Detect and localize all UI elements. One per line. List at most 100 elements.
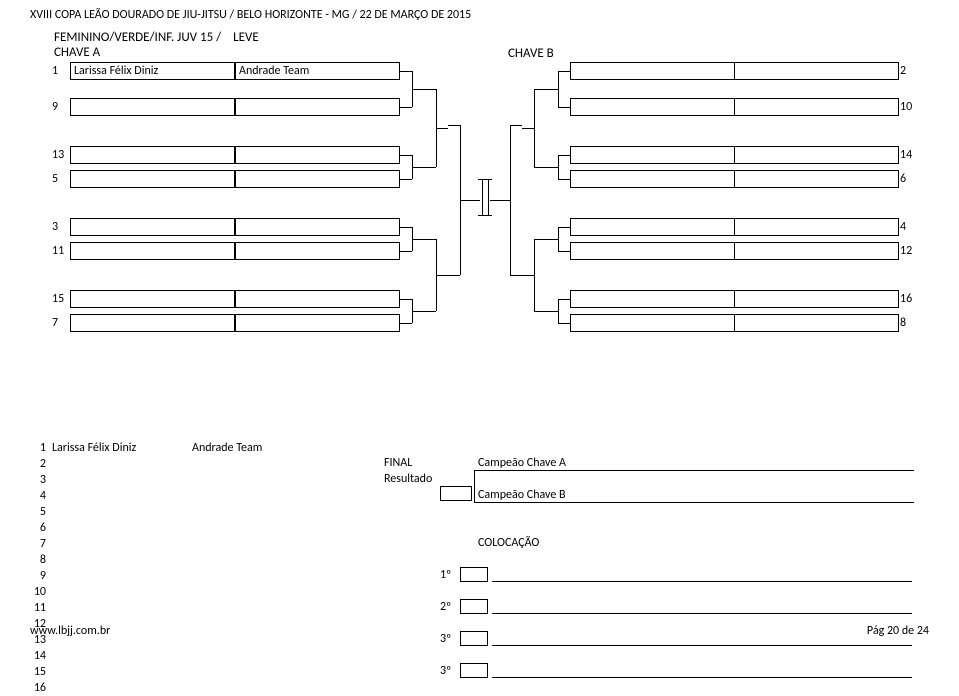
- place-label-0: 1º: [440, 568, 451, 582]
- results-area: 1 Larissa Félix DinizAndrade Team 2 3 4 5 6 7 8 9…: [30, 440, 930, 696]
- campeao-b-label: Campeão Chave B: [478, 488, 566, 502]
- colocacao-label: COLOCAÇÃO: [478, 536, 539, 550]
- place-box-3: [460, 663, 488, 678]
- bracket: 1 9 13 5 3 11 15 7 Larissa Félix DinizAndrade Te…: [30, 62, 930, 442]
- result-row-5: 5: [30, 504, 930, 520]
- place-box-2: [460, 631, 488, 646]
- page-title: XVIII COPA LEÃO DOURADO DE JIU-JITSU / B…: [30, 8, 929, 22]
- right-name-box-4: [570, 218, 735, 236]
- result-row-3: 3: [30, 472, 930, 488]
- left-name-box-7: [70, 314, 235, 332]
- left-team-box-7: [235, 314, 400, 332]
- left-seed-13: 13: [52, 148, 64, 162]
- right-name-box-14: [570, 146, 735, 164]
- result-num-15: 15: [30, 665, 46, 679]
- right-team-box-8: [734, 314, 899, 332]
- entrant-team: Andrade Team: [235, 62, 400, 80]
- camp-vline: [474, 470, 475, 502]
- result-name: Larissa Félix Diniz: [52, 441, 192, 455]
- left-team-box-5: [235, 170, 400, 188]
- result-num-10: 10: [30, 585, 46, 599]
- result-team: Andrade Team: [192, 441, 342, 455]
- left-name-box-11: [70, 242, 235, 260]
- left-name-box-15: [70, 290, 235, 308]
- result-row-10: 10: [30, 584, 930, 600]
- camp-b-under: [574, 502, 914, 503]
- right-seed-2: 2: [900, 64, 906, 78]
- right-name-box-8: [570, 314, 735, 332]
- result-row-14: 14: [30, 648, 930, 664]
- resultado-box: [440, 486, 472, 501]
- left-seed-7: 7: [52, 316, 58, 330]
- chave-b-label: CHAVE B: [508, 46, 554, 61]
- left-seed-11: 11: [52, 244, 64, 258]
- left-team-box-13: [235, 146, 400, 164]
- result-row-8: 8: [30, 552, 930, 568]
- place-box-0: [460, 567, 488, 582]
- final-label: FINAL: [384, 456, 412, 470]
- place-label-1: 2º: [440, 600, 451, 614]
- result-num-14: 14: [30, 649, 46, 663]
- right-seed-10: 10: [900, 100, 912, 114]
- left-name-box-5: [70, 170, 235, 188]
- camp-a-line: [474, 470, 574, 471]
- right-name-box-6: [570, 170, 735, 188]
- left-team-box-3: [235, 218, 400, 236]
- entrant-name: Larissa Félix Diniz: [70, 62, 235, 80]
- result-row-16: 16: [30, 680, 930, 696]
- left-team-box-9: [235, 98, 400, 116]
- right-name-box-2: [570, 62, 735, 80]
- place-line-1: [492, 613, 912, 614]
- place-line-2: [492, 645, 912, 646]
- left-team-box-15: [235, 290, 400, 308]
- result-num-5: 5: [30, 505, 46, 519]
- chave-a-label: CHAVE A: [54, 45, 118, 60]
- footer-url: www.lbjj.com.br: [30, 624, 110, 638]
- campeao-a-label: Campeão Chave A: [478, 456, 566, 470]
- right-team-box-2: [734, 62, 899, 80]
- result-num-3: 3: [30, 473, 46, 487]
- right-team-box-6: [734, 170, 899, 188]
- right-seed-8: 8: [900, 316, 906, 330]
- left-seed-1: 1: [52, 64, 58, 78]
- right-name-box-12: [570, 242, 735, 260]
- left-seed-15: 15: [52, 292, 64, 306]
- result-row-6: 6: [30, 520, 930, 536]
- right-seed-14: 14: [900, 148, 912, 162]
- right-seed-6: 6: [900, 172, 906, 186]
- result-row-12: 12: [30, 616, 930, 632]
- result-num-8: 8: [30, 553, 46, 567]
- left-seed-9: 9: [52, 100, 58, 114]
- place-label-3: 3º: [440, 664, 451, 678]
- right-seed-16: 16: [900, 292, 912, 306]
- category-label: FEMININO/VERDE/INF. JUV 15 /: [54, 30, 221, 45]
- result-num-4: 4: [30, 489, 46, 503]
- result-num-1: 1: [30, 441, 46, 455]
- right-name-box-16: [570, 290, 735, 308]
- left-team-box-11: [235, 242, 400, 260]
- left-seed-5: 5: [52, 172, 58, 186]
- camp-b-line: [474, 502, 574, 503]
- page-number: Pág 20 de 24: [867, 624, 929, 638]
- left-seed-3: 3: [52, 220, 58, 234]
- left-name-box-3: [70, 218, 235, 236]
- right-team-box-4: [734, 218, 899, 236]
- right-team-box-12: [734, 242, 899, 260]
- right-seed-12: 12: [900, 244, 912, 258]
- left-name-box-13: [70, 146, 235, 164]
- place-line-0: [492, 581, 912, 582]
- result-num-9: 9: [30, 569, 46, 583]
- left-name-box-9: [70, 98, 235, 116]
- result-num-11: 11: [30, 601, 46, 615]
- result-num-16: 16: [30, 681, 46, 695]
- camp-a-under: [574, 470, 914, 471]
- right-name-box-10: [570, 98, 735, 116]
- right-team-box-14: [734, 146, 899, 164]
- result-num-2: 2: [30, 457, 46, 471]
- result-num-6: 6: [30, 521, 46, 535]
- resultado-label: Resultado: [384, 472, 432, 486]
- right-seed-4: 4: [900, 220, 906, 234]
- weight-label: LEVE: [233, 30, 259, 45]
- result-num-7: 7: [30, 537, 46, 551]
- result-row-1: 1 Larissa Félix DinizAndrade Team: [30, 440, 930, 456]
